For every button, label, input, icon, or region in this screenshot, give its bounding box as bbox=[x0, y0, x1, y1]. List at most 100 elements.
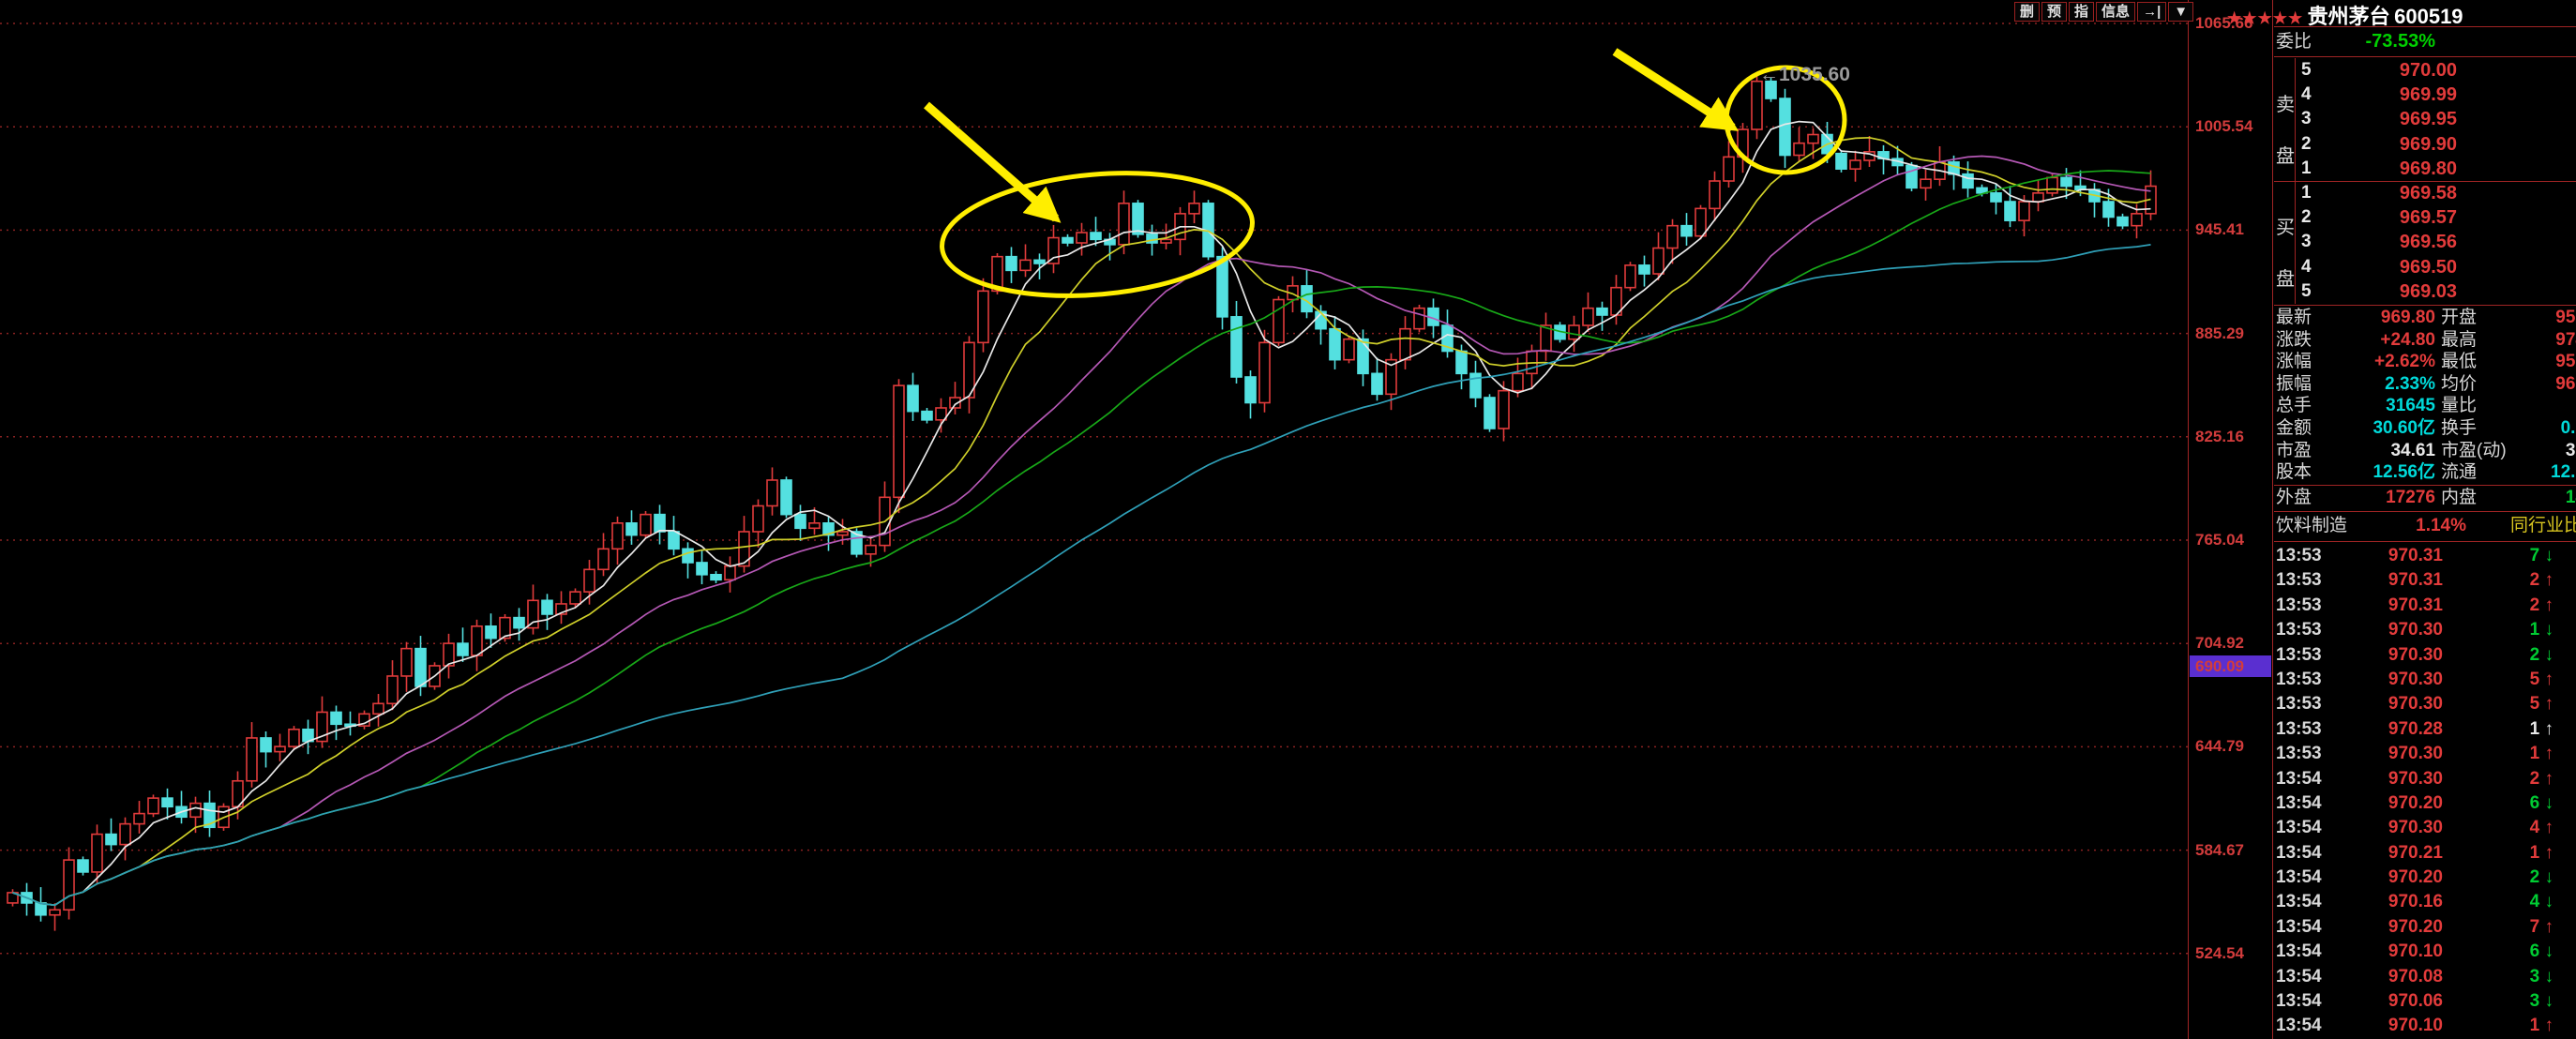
tick-row[interactable]: 13:53 970.30 2 ↓ bbox=[2274, 643, 2576, 668]
tick-price: 970.30 bbox=[2388, 818, 2443, 838]
candle-body bbox=[654, 513, 666, 533]
candle-body bbox=[1751, 80, 1763, 130]
tick-row[interactable]: 13:54 970.20 7 ↑ bbox=[2274, 915, 2576, 940]
tick-row[interactable]: 13:53 970.30 5 ↑ bbox=[2274, 692, 2576, 716]
toolbar-button-indicator[interactable]: 指 bbox=[2069, 2, 2095, 22]
tick-row[interactable]: 13:54 970.20 2 ↓ bbox=[2274, 866, 2576, 890]
stat-row: 振幅 2.33% 均价 966 bbox=[2274, 373, 2576, 396]
tick-time: 13:53 bbox=[2276, 570, 2322, 591]
tick-time: 13:54 bbox=[2276, 818, 2322, 838]
tick-row[interactable]: 13:54 970.20 6 ↓ bbox=[2274, 791, 2576, 816]
candle-body bbox=[1230, 316, 1243, 378]
candle-body bbox=[1709, 180, 1721, 210]
tick-row[interactable]: 13:54 970.08 3 ↓ bbox=[2274, 965, 2576, 989]
tick-row[interactable]: 13:54 970.16 4 ↓ bbox=[2274, 890, 2576, 914]
tick-row[interactable]: 13:54 970.21 1 ↑ bbox=[2274, 841, 2576, 866]
stat-value: 953 bbox=[2555, 308, 2576, 327]
candlestick-chart[interactable]: ←1035.60 bbox=[0, 0, 2188, 1039]
toolbar-button-delete[interactable]: 删 bbox=[2014, 2, 2041, 22]
candle-body bbox=[1019, 259, 1032, 272]
candle-body bbox=[1455, 350, 1468, 375]
candle-body bbox=[921, 410, 933, 421]
peer-compare-link[interactable]: 同行业比 bbox=[2509, 516, 2576, 535]
tick-price: 970.30 bbox=[2388, 620, 2443, 640]
price-axis-label: 945.41 bbox=[2195, 220, 2244, 239]
stat-label: 市盈 bbox=[2276, 440, 2312, 460]
tick-row[interactable]: 13:53 970.30 1 ↓ bbox=[2274, 618, 2576, 642]
tick-price: 970.30 bbox=[2388, 644, 2443, 665]
candle-body bbox=[738, 531, 750, 567]
stat-value: 952 bbox=[2555, 352, 2576, 372]
candle-body bbox=[1188, 203, 1200, 215]
candle-body bbox=[1484, 397, 1496, 429]
price-marker-badge: 690.09 bbox=[2190, 655, 2271, 677]
candle-body bbox=[2018, 201, 2030, 221]
tick-time: 13:54 bbox=[2276, 842, 2322, 863]
order-price: 969.90 bbox=[2399, 133, 2457, 155]
stat-value: 969.80 bbox=[2380, 308, 2435, 327]
candle-body bbox=[203, 802, 216, 829]
candle-body bbox=[1976, 187, 1988, 194]
tick-row[interactable]: 13:54 970.06 3 ↓ bbox=[2274, 989, 2576, 1014]
candle-body bbox=[1779, 98, 1791, 157]
tick-row[interactable]: 13:53 970.28 1 ↑ bbox=[2274, 717, 2576, 742]
order-price: 969.80 bbox=[2399, 158, 2457, 179]
tick-time: 13:54 bbox=[2276, 867, 2322, 888]
candle-body bbox=[1357, 338, 1369, 375]
order-level: 2 bbox=[2301, 133, 2312, 154]
tick-price: 970.10 bbox=[2388, 1016, 2443, 1036]
stat-value: 30 bbox=[2565, 440, 2576, 460]
candle-body bbox=[583, 568, 595, 593]
toolbar-button-info[interactable]: 信息 bbox=[2096, 2, 2136, 22]
tick-row[interactable]: 13:54 970.30 4 ↑ bbox=[2274, 816, 2576, 840]
weibi-value: -73.53% bbox=[2365, 31, 2436, 52]
price-axis-label: 644.79 bbox=[2195, 737, 2244, 756]
candle-body bbox=[63, 859, 75, 911]
arrow-down-icon: ↓ bbox=[2544, 941, 2554, 962]
tick-row[interactable]: 13:54 970.10 6 ↓ bbox=[2274, 940, 2576, 964]
dropdown-icon[interactable]: ▼ bbox=[2168, 2, 2194, 22]
candle-body bbox=[724, 565, 736, 581]
tick-row[interactable]: 13:53 970.31 7 ↓ bbox=[2274, 544, 2576, 568]
jump-to-latest-icon[interactable]: →| bbox=[2137, 2, 2167, 22]
candle-body bbox=[1343, 338, 1355, 361]
tick-row[interactable]: 13:53 970.30 5 ↑ bbox=[2274, 668, 2576, 692]
weibi-row: 委比 -73.53% bbox=[2274, 28, 2576, 55]
annotation-ellipse bbox=[940, 171, 1255, 298]
candle-body bbox=[1498, 389, 1510, 429]
tick-row[interactable]: 13:53 970.30 1 ↑ bbox=[2274, 742, 2576, 766]
toolbar-button-preview[interactable]: 预 bbox=[2041, 2, 2068, 22]
tick-price: 970.20 bbox=[2388, 792, 2443, 813]
tick-row[interactable]: 13:53 970.31 2 ↑ bbox=[2274, 594, 2576, 618]
industry-row: 饮料制造 1.14% 同行业比 bbox=[2274, 513, 2576, 538]
tick-row[interactable]: 13:54 970.10 1 ↑ bbox=[2274, 1014, 2576, 1038]
stat-label: 开盘 bbox=[2441, 308, 2478, 327]
candle-body bbox=[77, 859, 89, 873]
candle-body bbox=[133, 812, 145, 825]
tick-trade-list[interactable]: 13:53 970.31 7 ↓ 13:53 970.31 2 ↑ 13:53 970.31 2… bbox=[2274, 544, 2576, 1039]
stat-label: 金额 bbox=[2276, 417, 2312, 438]
candle-body bbox=[372, 702, 384, 715]
industry-name[interactable]: 饮料制造 bbox=[2276, 516, 2348, 535]
stat-value: 31645 bbox=[2386, 396, 2435, 416]
stock-code: 600519 bbox=[2394, 5, 2463, 28]
tick-volume: 1 ↑ bbox=[2529, 842, 2553, 863]
order-price: 969.03 bbox=[2399, 280, 2457, 302]
candle-body bbox=[260, 737, 272, 753]
tick-time: 13:54 bbox=[2276, 966, 2322, 986]
tick-row[interactable]: 13:53 970.31 2 ↑ bbox=[2274, 568, 2576, 593]
tick-price: 970.20 bbox=[2388, 867, 2443, 888]
candle-body bbox=[2117, 216, 2129, 227]
order-price: 970.00 bbox=[2399, 60, 2457, 81]
order-book: 卖盘买盘 5 970.00 4 969.99 3 969.95 2 969.90 1 969.80 1… bbox=[2274, 58, 2576, 304]
stats-table: 最新969.80开盘953涨跌+24.80最高974涨幅+2.62%最低952振… bbox=[2274, 307, 2576, 484]
stat-value: 12.5 bbox=[2551, 462, 2576, 483]
tick-row[interactable]: 13:54 970.30 2 ↑ bbox=[2274, 767, 2576, 791]
tick-volume: 5 ↑ bbox=[2529, 669, 2553, 689]
candle-body bbox=[682, 548, 694, 564]
candle-body bbox=[1413, 307, 1425, 330]
candle-body bbox=[822, 522, 835, 536]
stat-label: 最低 bbox=[2441, 352, 2478, 372]
candle-body bbox=[1638, 264, 1650, 275]
candle-body bbox=[1146, 233, 1158, 244]
